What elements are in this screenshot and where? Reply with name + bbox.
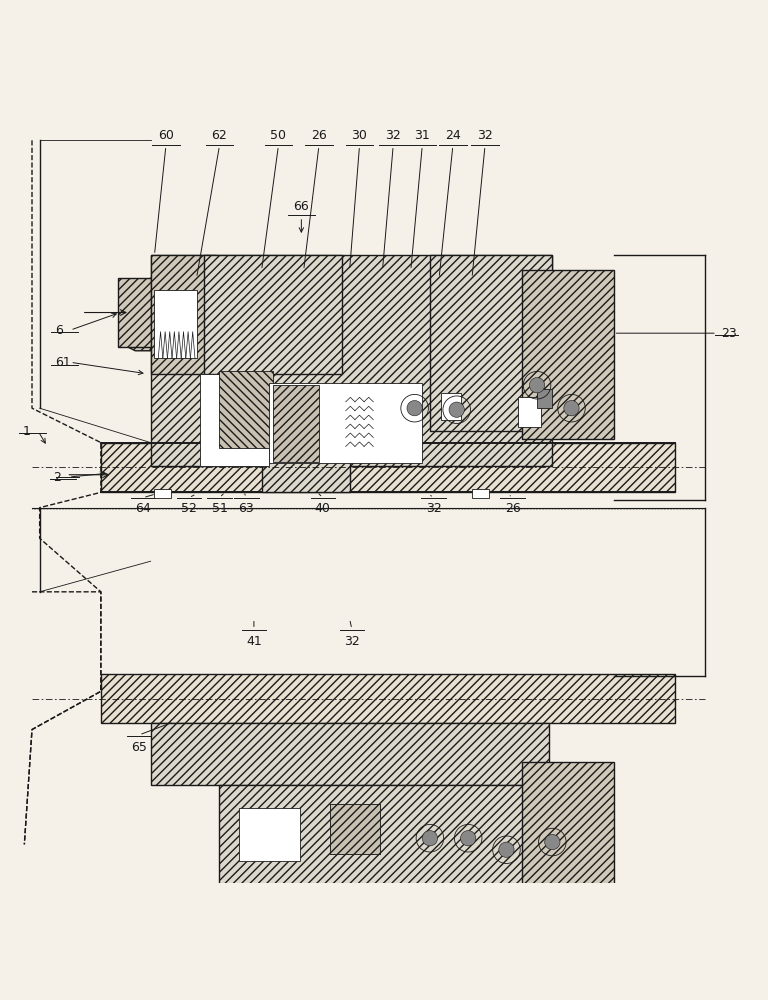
- Text: 52: 52: [181, 502, 197, 515]
- Circle shape: [422, 831, 438, 846]
- Bar: [166, 884, 200, 926]
- Bar: [243, 884, 288, 945]
- Bar: [239, 808, 300, 861]
- Bar: [220, 785, 548, 884]
- Text: 60: 60: [158, 129, 174, 142]
- Text: 31: 31: [415, 129, 430, 142]
- Text: 32: 32: [344, 635, 359, 648]
- Bar: [220, 371, 273, 448]
- Bar: [521, 270, 614, 439]
- Bar: [273, 385, 319, 462]
- Circle shape: [564, 401, 579, 416]
- Bar: [101, 443, 675, 492]
- Text: 63: 63: [238, 502, 254, 515]
- Text: 24: 24: [445, 129, 461, 142]
- Bar: [118, 278, 151, 347]
- Text: 64: 64: [135, 502, 151, 515]
- Bar: [537, 389, 552, 408]
- Bar: [442, 393, 461, 420]
- Circle shape: [449, 402, 465, 417]
- Text: 50: 50: [270, 129, 286, 142]
- Bar: [204, 255, 342, 374]
- Text: 51: 51: [211, 502, 227, 515]
- Circle shape: [529, 378, 545, 393]
- Circle shape: [498, 842, 514, 857]
- Bar: [430, 255, 552, 431]
- Bar: [518, 397, 541, 427]
- Text: 66: 66: [293, 200, 310, 213]
- Text: 32: 32: [426, 502, 442, 515]
- Bar: [537, 884, 606, 961]
- Text: 61: 61: [55, 356, 71, 369]
- Polygon shape: [120, 278, 151, 351]
- Text: 41: 41: [246, 635, 262, 648]
- Text: 26: 26: [311, 129, 327, 142]
- Text: 62: 62: [212, 129, 227, 142]
- Bar: [101, 674, 675, 723]
- Bar: [330, 804, 380, 854]
- Bar: [243, 884, 288, 945]
- Bar: [262, 462, 349, 492]
- Text: 23: 23: [720, 327, 737, 340]
- Bar: [220, 942, 548, 961]
- Bar: [330, 804, 380, 854]
- Text: 1: 1: [23, 425, 31, 438]
- Text: 30: 30: [352, 129, 367, 142]
- Bar: [151, 255, 216, 374]
- Bar: [472, 489, 489, 498]
- Bar: [521, 762, 614, 884]
- Text: 32: 32: [477, 129, 493, 142]
- Text: 32: 32: [386, 129, 401, 142]
- Circle shape: [461, 831, 476, 846]
- Bar: [151, 723, 548, 785]
- Text: 65: 65: [131, 741, 147, 754]
- Bar: [200, 374, 270, 466]
- Text: 40: 40: [315, 502, 331, 515]
- Bar: [158, 922, 206, 938]
- Text: 6: 6: [55, 324, 63, 337]
- Bar: [151, 255, 552, 466]
- Bar: [154, 489, 171, 498]
- Bar: [270, 383, 422, 463]
- Bar: [154, 290, 197, 358]
- Circle shape: [407, 401, 422, 416]
- Bar: [166, 884, 200, 926]
- Circle shape: [545, 834, 560, 850]
- Text: 2: 2: [54, 471, 61, 484]
- Text: 26: 26: [505, 502, 521, 515]
